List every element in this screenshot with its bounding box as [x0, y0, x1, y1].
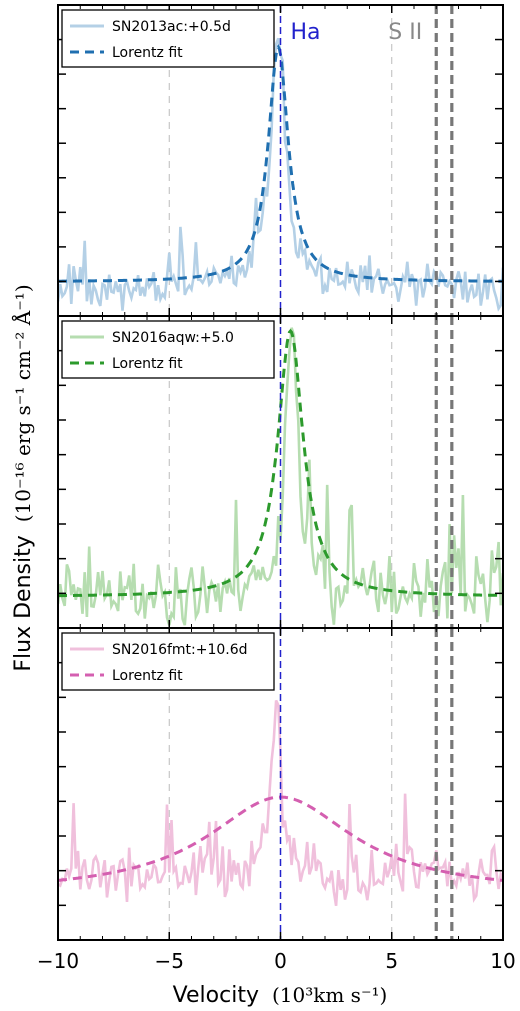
xlabel-units: (10³km s⁻¹) [272, 983, 387, 1007]
x-axis-label: Velocity (10³km s⁻¹) [173, 983, 388, 1008]
legend-label: SN2016fmt:+10.6d [112, 642, 248, 658]
legend-label: Lorentz fit [112, 45, 183, 61]
legend-box [61, 9, 275, 68]
panel-top: Ha S II SN2013ac:+0.5d Lorentz fit [57, 4, 504, 317]
legend: SN2016fmt:+10.6d Lorentz fit [61, 632, 275, 691]
legend-label: Lorentz fit [112, 668, 183, 684]
legend-label: SN2013ac:+0.5d [112, 19, 231, 35]
ylabel-units: (10⁻¹⁶ erg s⁻¹ cm⁻² Å⁻¹) [10, 284, 35, 522]
x-tick-label: 10 [490, 949, 515, 973]
legend-label: Lorentz fit [112, 356, 183, 372]
legend-box [61, 320, 275, 379]
x-tick-label: −5 [155, 949, 184, 973]
x-tick-label: −10 [37, 949, 79, 973]
panel-bottom: −10 −5 0 5 10 SN2016fmt:+10.6d Lorentz fit [37, 627, 516, 973]
fit-line [58, 328, 503, 598]
panel-middle: SN2016aqw:+5.0 Lorentz fit [57, 315, 504, 629]
y-axis-label: Flux Density (10⁻¹⁶ erg s⁻¹ cm⁻² Å⁻¹) [10, 284, 36, 671]
ylabel-name: Flux Density [11, 535, 36, 671]
x-tick-label: 0 [274, 949, 287, 973]
y-axis-label-text: Flux Density (10⁻¹⁶ erg s⁻¹ cm⁻² Å⁻¹) [10, 284, 36, 671]
legend: SN2016aqw:+5.0 Lorentz fit [61, 320, 275, 379]
legend-label: SN2016aqw:+5.0 [112, 330, 234, 346]
sii-label: S II [388, 20, 422, 45]
legend-box [61, 632, 275, 691]
xlabel-name: Velocity [173, 983, 259, 1008]
halpha-label: Ha [291, 20, 321, 45]
legend: SN2013ac:+0.5d Lorentz fit [61, 9, 275, 68]
x-tick-label: 5 [385, 949, 398, 973]
